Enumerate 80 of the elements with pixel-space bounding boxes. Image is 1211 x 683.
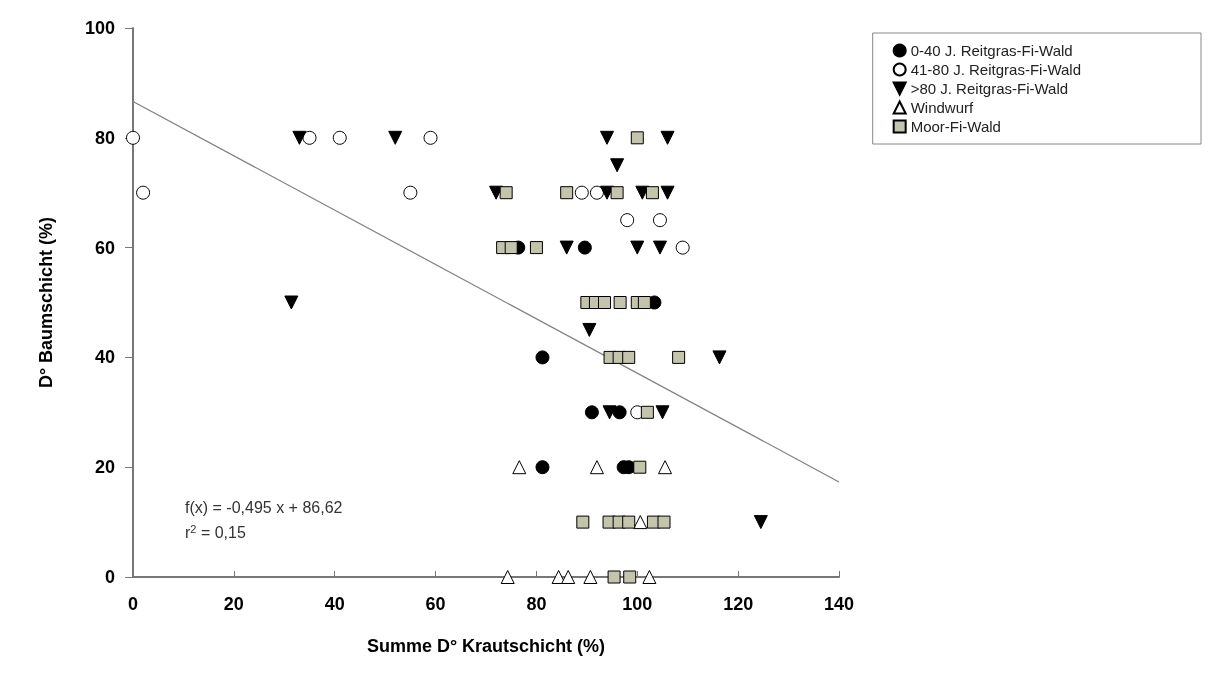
point	[712, 350, 727, 365]
point	[753, 515, 768, 530]
point	[535, 460, 550, 475]
point	[136, 185, 151, 200]
y-tick-label: 0	[104, 567, 115, 587]
point	[529, 241, 543, 255]
point	[589, 460, 604, 475]
point	[623, 570, 637, 584]
point	[645, 186, 659, 200]
point	[622, 515, 636, 529]
point	[561, 570, 576, 584]
x-tick-label: 140	[823, 594, 855, 614]
point	[577, 240, 592, 255]
point	[630, 240, 645, 255]
point	[512, 460, 527, 475]
x-tick-label: 80	[526, 594, 547, 614]
point	[403, 185, 418, 200]
point	[633, 460, 647, 474]
point	[630, 131, 644, 145]
point	[657, 515, 671, 529]
point	[126, 130, 140, 145]
x-tick-label: 100	[622, 594, 653, 614]
point	[633, 515, 648, 530]
point	[499, 186, 513, 200]
point	[612, 405, 627, 420]
point	[574, 185, 589, 200]
legend-label: Windwurf	[910, 99, 975, 116]
point	[292, 130, 307, 145]
point	[583, 570, 598, 584]
x-axis-title: Summe D° Krautschicht (%)	[366, 636, 606, 656]
x-tick-label: 0	[127, 594, 139, 614]
x-tick-label: 120	[723, 594, 754, 614]
point	[660, 185, 675, 200]
point	[423, 130, 438, 145]
point	[302, 130, 317, 145]
point	[655, 405, 670, 420]
y-tick-label: 100	[84, 18, 115, 38]
point	[598, 296, 612, 309]
point	[642, 570, 657, 584]
x-tick-label: 60	[425, 594, 446, 614]
point	[600, 130, 615, 145]
legend-label: >80 J. Reitgras-Fi-Wald	[910, 80, 1069, 97]
point	[658, 460, 673, 475]
point	[640, 405, 654, 419]
point	[535, 350, 550, 365]
point	[637, 296, 651, 309]
point	[576, 515, 590, 529]
point	[610, 158, 625, 173]
y-axis-title: D° Baumschicht (%)	[36, 216, 56, 389]
point	[652, 213, 667, 228]
point	[388, 130, 403, 145]
point	[332, 130, 347, 145]
point	[675, 240, 690, 255]
x-tick-label: 40	[324, 594, 345, 614]
annotation: f(x) = -0,495 x + 86,62	[185, 498, 343, 516]
point	[284, 295, 299, 310]
legend-label: 0-40 J. Reitgras-Fi-Wald	[910, 42, 1073, 59]
x-tick-label: 20	[223, 594, 244, 614]
point	[602, 405, 617, 420]
point	[620, 213, 635, 228]
point	[607, 570, 621, 584]
point	[610, 186, 624, 200]
point	[584, 405, 599, 420]
point	[504, 241, 518, 255]
point	[560, 186, 574, 200]
y-tick-label: 40	[94, 347, 115, 368]
point	[613, 296, 627, 309]
y-tick-label: 60	[94, 237, 115, 258]
legend-label: Moor-Fi-Wald	[910, 118, 1001, 135]
y-tick-label: 80	[94, 127, 115, 148]
point	[589, 185, 604, 200]
legend-label: 41-80 J. Reitgras-Fi-Wald	[910, 61, 1081, 78]
point	[660, 130, 675, 145]
point	[559, 240, 574, 255]
y-tick-label: 20	[94, 457, 115, 478]
point	[652, 240, 667, 255]
point	[622, 350, 636, 364]
point	[500, 570, 515, 584]
point	[582, 322, 597, 337]
point	[672, 350, 686, 364]
